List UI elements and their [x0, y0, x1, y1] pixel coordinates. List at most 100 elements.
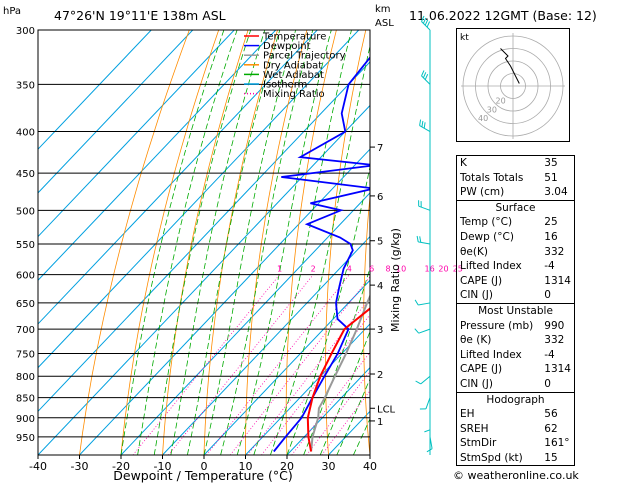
index-row: θe(K) 332	[457, 245, 575, 260]
isotherm-line	[245, 323, 370, 455]
index-value: 3.04	[544, 186, 568, 199]
isotherm-line	[38, 30, 235, 238]
mixing-ratio-label: 1	[277, 265, 282, 274]
pressure-tick-label: 500	[16, 206, 35, 217]
hodograph-ring-label: 30	[487, 105, 497, 114]
wind-barb-flag	[415, 380, 422, 385]
isotherm-line	[38, 30, 194, 194]
wind-barb-flag	[419, 236, 422, 243]
pressure-tick-label: 750	[16, 349, 35, 360]
mixing-ratio-label: 25	[453, 265, 463, 274]
wind-barb-flag	[414, 299, 419, 306]
x-tick-label: -10	[154, 460, 172, 473]
index-label: Dewp (°C)	[460, 230, 514, 243]
isotherm-line	[38, 30, 152, 150]
wind-barb-staff	[421, 75, 431, 85]
isotherm-line	[38, 30, 277, 281]
altitude-tick-label: 4	[377, 281, 383, 292]
x-tick-label: -20	[112, 460, 130, 473]
index-value: 25	[544, 216, 558, 229]
wind-barb-flag	[416, 235, 419, 242]
pressure-tick-label: 450	[16, 169, 35, 180]
index-row: PW (cm) 3.04	[457, 185, 575, 200]
mixing-ratio-label: 6	[369, 265, 374, 274]
index-label: EH	[460, 408, 475, 421]
wind-barb	[419, 119, 431, 132]
pressure-tick-label: 950	[16, 433, 35, 444]
legend-label: Temperature	[262, 32, 326, 43]
mixing-ratio-line	[206, 274, 350, 455]
index-label: StmSpd (kt)	[460, 451, 523, 464]
hodograph-unit-label: kt	[460, 33, 469, 43]
index-value: 51	[544, 171, 558, 184]
x-axis-label: Dewpoint / Temperature (°C)	[113, 468, 292, 483]
pressure-axis-ticks: 300 350 400 450 500 550 600 650 700 750 800 850 900 9…	[16, 26, 35, 444]
legend-label: Parcel Trajectory	[263, 51, 346, 62]
location-title: 47°26'N 19°11'E 138m ASL	[54, 8, 226, 23]
mixing-ratio-label: 20	[438, 265, 448, 274]
wet-adiabat-line	[336, 377, 370, 455]
isotherm-line	[203, 279, 370, 455]
legend-label: Dewpoint	[263, 41, 311, 52]
wind-barb-flag	[421, 120, 424, 127]
wind-barb-staff	[418, 302, 431, 306]
sounding-profiles	[273, 56, 370, 453]
index-label: StmDir	[460, 437, 497, 450]
dry-adiabat-line	[600, 30, 629, 455]
index-value: 35	[544, 157, 558, 169]
index-label: Pressure (mb)	[460, 319, 534, 332]
wind-barb-flag	[422, 72, 427, 78]
index-row: Lifted Index -4	[457, 259, 575, 274]
index-value: 1314	[544, 274, 571, 287]
mixing-ratio-axis-label: Mixing Ratio (g/kg)	[389, 228, 402, 332]
wind-barb-flag	[424, 19, 429, 26]
index-value: -4	[544, 348, 555, 361]
index-label: Totals Totals	[460, 171, 524, 184]
wind-barb	[415, 375, 431, 385]
wind-barb-flag	[426, 448, 433, 453]
isotherm-line	[38, 61, 370, 413]
most-unstable-title: Most Unstable	[478, 304, 553, 317]
legend-label: Dry Adiabat	[263, 60, 322, 71]
wet-adiabat-line	[120, 30, 225, 455]
wind-barb-flag	[423, 122, 426, 129]
index-label: Lifted Index	[460, 260, 522, 273]
index-value: 990	[544, 319, 565, 332]
index-row: K 35	[457, 156, 575, 171]
surface-indices: Surface Temp (°C) 25 Dewp (°C) 16 θe(K) 332 Li…	[456, 200, 575, 304]
index-row: CIN (J) 0	[457, 377, 575, 392]
index-row: EH 56	[457, 407, 575, 422]
wind-barb	[414, 328, 431, 334]
wind-barb-flag	[424, 73, 429, 80]
pressure-tick-label: 600	[16, 271, 35, 282]
index-label: K	[460, 157, 467, 169]
index-label: CIN (J)	[460, 377, 493, 390]
x-tick-label: 20	[280, 460, 294, 473]
wind-barb-staff	[418, 241, 431, 245]
index-label: CIN (J)	[460, 289, 493, 302]
wet-adiabat-line	[319, 330, 370, 455]
legend-label: Isotherm	[263, 80, 307, 91]
index-row: Lifted Index -4	[457, 348, 575, 363]
index-label: CAPE (J)	[460, 274, 503, 287]
x-tick-label: 30	[322, 460, 336, 473]
isotherm-line	[162, 235, 370, 455]
dry-adiabat-line	[436, 30, 454, 455]
dewpoint-line	[273, 56, 370, 453]
dry-adiabat-line	[120, 30, 220, 455]
wind-barb-flag	[414, 328, 420, 334]
wind-barb	[426, 436, 433, 453]
hodograph-ring-label: 40	[478, 114, 488, 123]
altitude-tick-label: 1	[377, 417, 383, 428]
index-value: 1314	[544, 363, 571, 376]
isotherm-line	[38, 104, 370, 455]
wind-barb-staff	[420, 375, 431, 385]
wind-barb	[414, 299, 431, 306]
mixing-ratio-label: 2	[311, 265, 316, 274]
index-label: CAPE (J)	[460, 363, 503, 376]
pressure-tick-label: 850	[16, 394, 35, 405]
wind-barb-staff	[429, 436, 433, 449]
altitude-tick-label: 6	[377, 192, 383, 203]
index-label: θe (K)	[460, 334, 492, 347]
